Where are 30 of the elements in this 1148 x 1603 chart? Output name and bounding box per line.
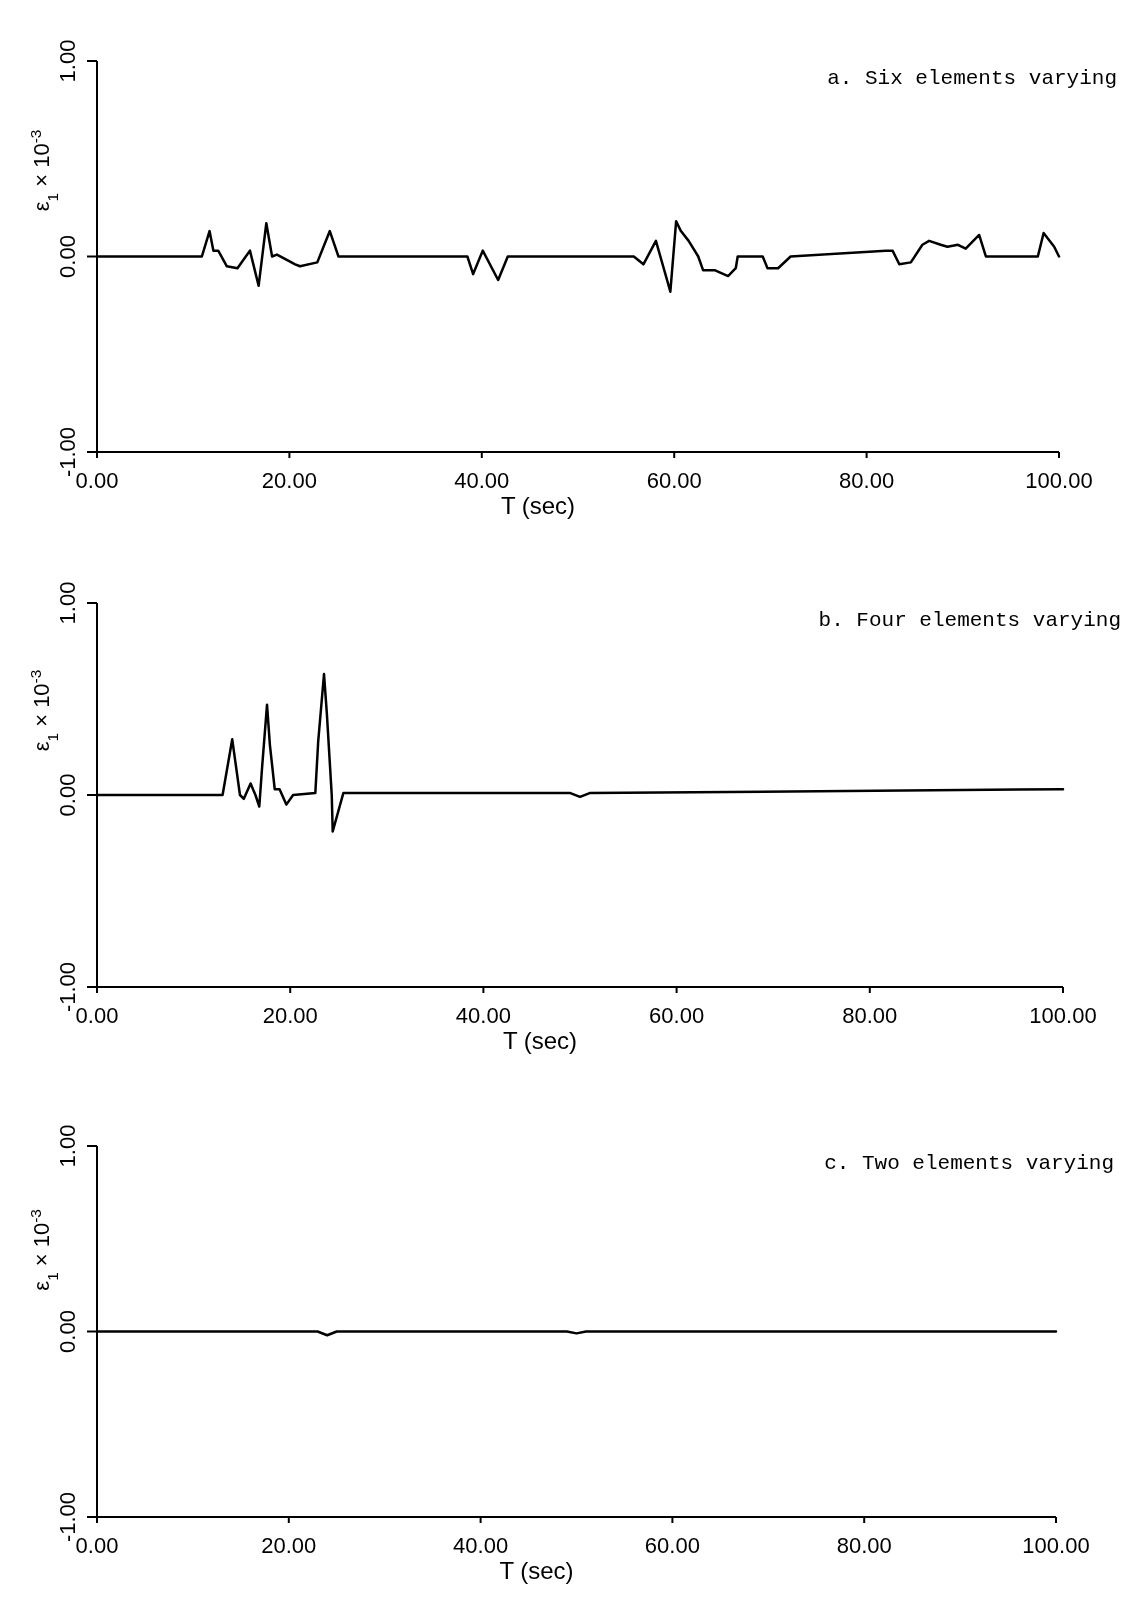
x-tick-label: 0.00 xyxy=(75,468,119,493)
x-tick-label: 0.00 xyxy=(75,1003,119,1028)
x-axis-title: T (sec) xyxy=(500,492,576,519)
x-tick-label: 100.00 xyxy=(1029,1003,1097,1028)
x-tick-label: 80.00 xyxy=(839,468,895,493)
chart-title: a. Six elements varying xyxy=(827,67,1117,90)
x-axis-title: T (sec) xyxy=(502,1027,578,1054)
x-tick-label: 20.00 xyxy=(261,1533,317,1558)
x-axis-title: T (sec) xyxy=(499,1557,574,1584)
x-tick-label: 60.00 xyxy=(644,1533,700,1558)
y-tick-label: 1.00 xyxy=(55,1124,80,1168)
x-tick-label: 60.00 xyxy=(649,1003,705,1028)
x-tick-label: 40.00 xyxy=(453,1533,509,1558)
x-tick-label: 100.00 xyxy=(1022,1533,1090,1558)
x-tick-label: 20.00 xyxy=(262,1003,318,1028)
y-tick-label: 0.00 xyxy=(55,773,80,817)
x-tick-label: 80.00 xyxy=(836,1533,892,1558)
x-tick-label: 40.00 xyxy=(455,1003,511,1028)
y-tick-label: 0.00 xyxy=(55,1310,80,1353)
y-tick-label: 1.00 xyxy=(55,39,80,83)
chart-title: b. Four elements varying xyxy=(818,609,1121,632)
x-tick-label: 100.00 xyxy=(1025,468,1093,493)
x-tick-label: 0.00 xyxy=(75,1533,119,1558)
x-tick-label: 20.00 xyxy=(261,468,317,493)
chart-title: c. Two elements varying xyxy=(824,1152,1114,1175)
y-tick-label: 0.00 xyxy=(55,235,80,278)
x-tick-label: 60.00 xyxy=(646,468,702,493)
x-tick-label: 40.00 xyxy=(454,468,510,493)
x-tick-label: 80.00 xyxy=(842,1003,898,1028)
y-tick-label: 1.00 xyxy=(55,581,80,625)
